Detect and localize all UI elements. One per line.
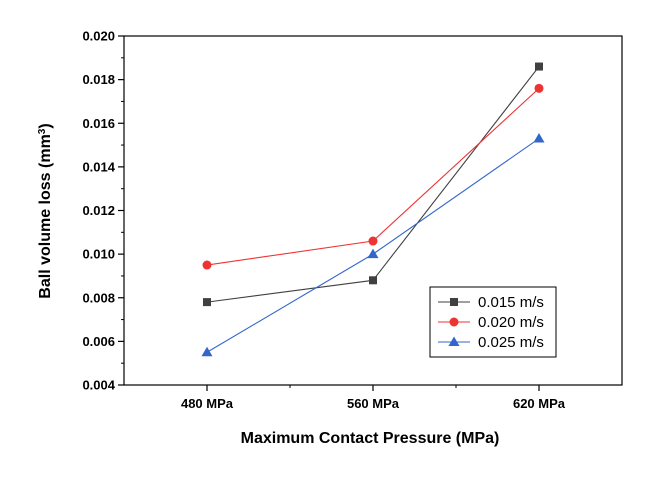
legend-label: 0.025 m/s: [478, 334, 544, 351]
legend-item-1: 0.015 m/s: [438, 294, 544, 311]
legend-item-2: 0.020 m/s: [438, 314, 544, 331]
data-point: [367, 248, 379, 259]
x-axis: 480 MPa 560 MPa 620 MPa: [181, 385, 566, 411]
legend-item-3: 0.025 m/s: [438, 334, 544, 351]
x-tick-label: 480 MPa: [181, 396, 234, 411]
y-tick-label: 0.008: [82, 290, 115, 305]
y-axis-title-main: Ball volume loss (mm: [37, 134, 54, 299]
legend-marker: [450, 298, 458, 306]
data-point: [534, 83, 544, 93]
legend-marker: [448, 336, 460, 346]
data-point: [533, 133, 545, 143]
series-line: [206, 66, 540, 303]
data-point: [369, 276, 377, 285]
legend: 0.015 m/s 0.020 m/s 0.025 m/s: [429, 286, 557, 358]
y-tick-label: 0.010: [82, 247, 115, 262]
series-3: [201, 133, 545, 357]
data-point: [202, 260, 212, 270]
y-axis: 0.004 0.006 0.008 0.010 0.012 0.014 0.016 0.018…: [82, 29, 124, 393]
y-tick-label: 0.004: [82, 378, 115, 393]
data-point: [368, 236, 378, 246]
y-tick-label: 0.018: [82, 72, 115, 87]
x-axis-title: Maximum Contact Pressure (MPa): [241, 430, 500, 447]
y-tick-label: 0.014: [82, 159, 115, 174]
series-2: [202, 83, 544, 270]
y-axis-title-superscript: 3: [37, 128, 48, 134]
y-tick-label: 0.012: [82, 203, 115, 218]
y-tick-label: 0.016: [82, 116, 115, 131]
data-point: [201, 346, 213, 357]
data-point: [535, 62, 543, 71]
legend-label: 0.015 m/s: [478, 294, 544, 311]
y-axis-title: Ball volume loss (mm3): [37, 123, 55, 298]
series-layer: [201, 62, 545, 357]
y-axis-title-end: ): [37, 123, 54, 128]
data-point: [203, 298, 211, 307]
y-tick-label: 0.020: [82, 29, 115, 44]
legend-marker: [449, 317, 459, 327]
x-tick-label: 560 MPa: [347, 396, 400, 411]
series-1: [203, 62, 543, 307]
legend-label: 0.020 m/s: [478, 314, 544, 331]
y-tick-label: 0.006: [82, 334, 115, 349]
x-tick-label: 620 MPa: [513, 396, 566, 411]
